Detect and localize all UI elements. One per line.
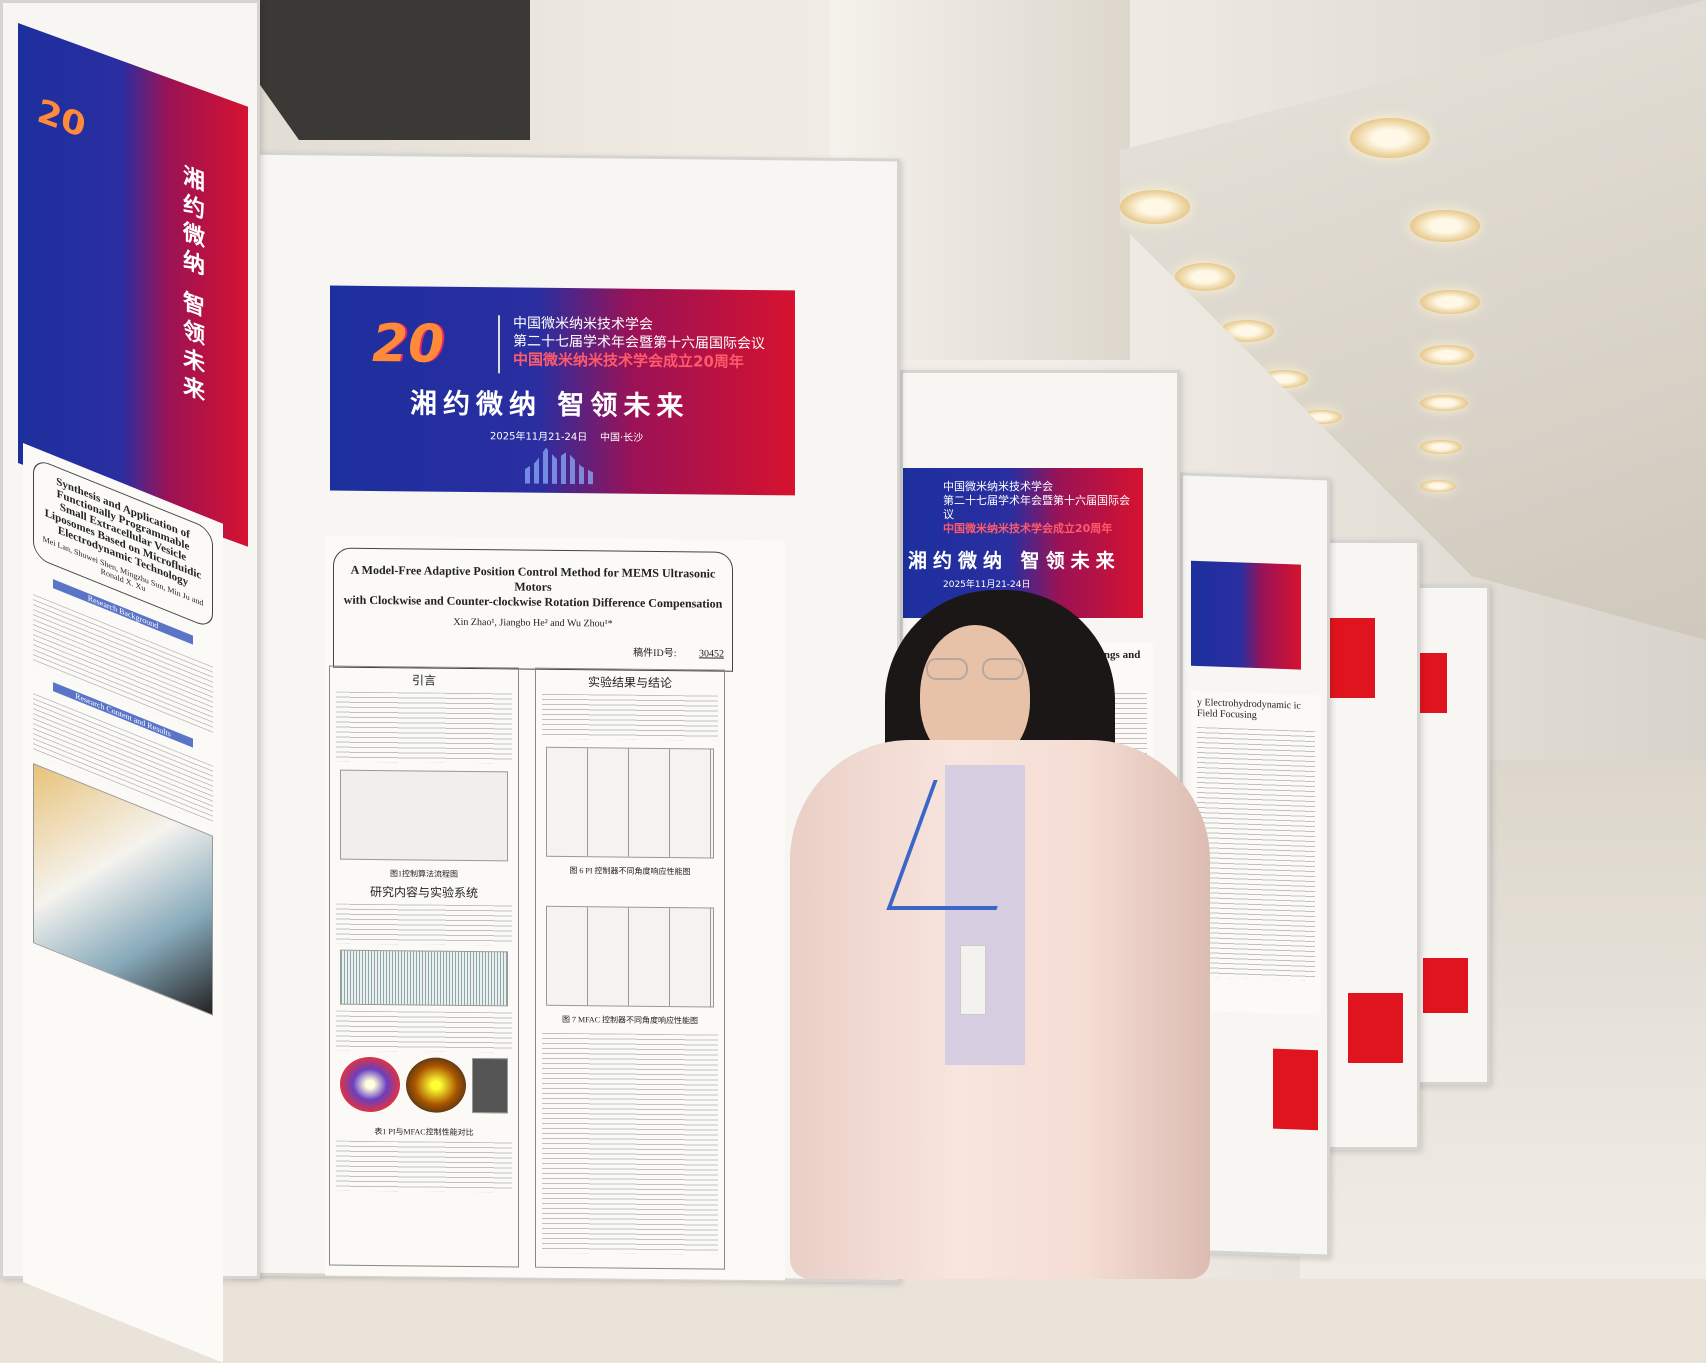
lavender-shirt	[945, 765, 1025, 1065]
main-poster-paper: A Model-Free Adaptive Position Control M…	[325, 535, 785, 1281]
title-box: A Model-Free Adaptive Position Control M…	[333, 547, 733, 672]
city-skyline-graphic	[525, 448, 595, 485]
manuscript-id-label: 稿件ID号:	[633, 647, 677, 660]
anniversary-line: 中国微米纳米技术学会成立20周年	[513, 350, 744, 371]
main-poster-banner: 20 中国微米纳米技术学会 第二十七届学术年会暨第十六届国际会议 中国微米纳米技…	[330, 285, 795, 496]
far-poster-title: y Electrohydrodynamic ic Field Focusing	[1197, 696, 1301, 722]
section-results: 实验结果与结论	[587, 675, 672, 691]
csmnt-20-anniversary-logo: 20	[372, 313, 445, 375]
left-column: 引言 图1控制算法流程图 研究内容与实验系统 表1 PI与MFAC控制性能对比	[329, 665, 519, 1268]
table-caption: 表1 PI与MFAC控制性能对比	[374, 1127, 474, 1138]
left-poster-board: 20 湘约微纳 智领未来 Synthesis and Application o…	[0, 0, 260, 1363]
poster-title-line1: A Model-Free Adaptive Position Control M…	[350, 562, 716, 594]
person	[790, 590, 1210, 1279]
poster-authors: Xin Zhao¹, Jiangbo He² and Wu Zhou¹*	[453, 616, 613, 630]
name-badge	[960, 945, 986, 1015]
left-poster-paper: Synthesis and Application of Functionall…	[23, 443, 223, 1363]
section-methods: 研究内容与实验系统	[369, 884, 478, 901]
slogan: 湘约微纳 智领未来	[410, 388, 690, 423]
far-poster-board-3	[1325, 540, 1420, 1150]
right-column: 实验结果与结论 图 6 PI 控制器不同角度响应性能图 图 7 MFAC 控制器…	[535, 667, 725, 1270]
section-intro: 引言	[411, 673, 436, 688]
fig-caption-7: 图 7 MFAC 控制器不同角度响应性能图	[561, 1014, 699, 1026]
glasses	[920, 658, 1030, 682]
manuscript-id: 30452	[699, 648, 724, 660]
poster-title-line2: with Clockwise and Counter-clockwise Rot…	[343, 592, 723, 611]
conference-date: 2025年11月21-24日	[490, 431, 588, 444]
fig-caption-1: 图1控制算法流程图	[390, 869, 458, 879]
fig-caption-6: 图 6 PI 控制器不同角度响应性能图	[569, 866, 691, 877]
conference-location: 中国·长沙	[599, 432, 644, 444]
